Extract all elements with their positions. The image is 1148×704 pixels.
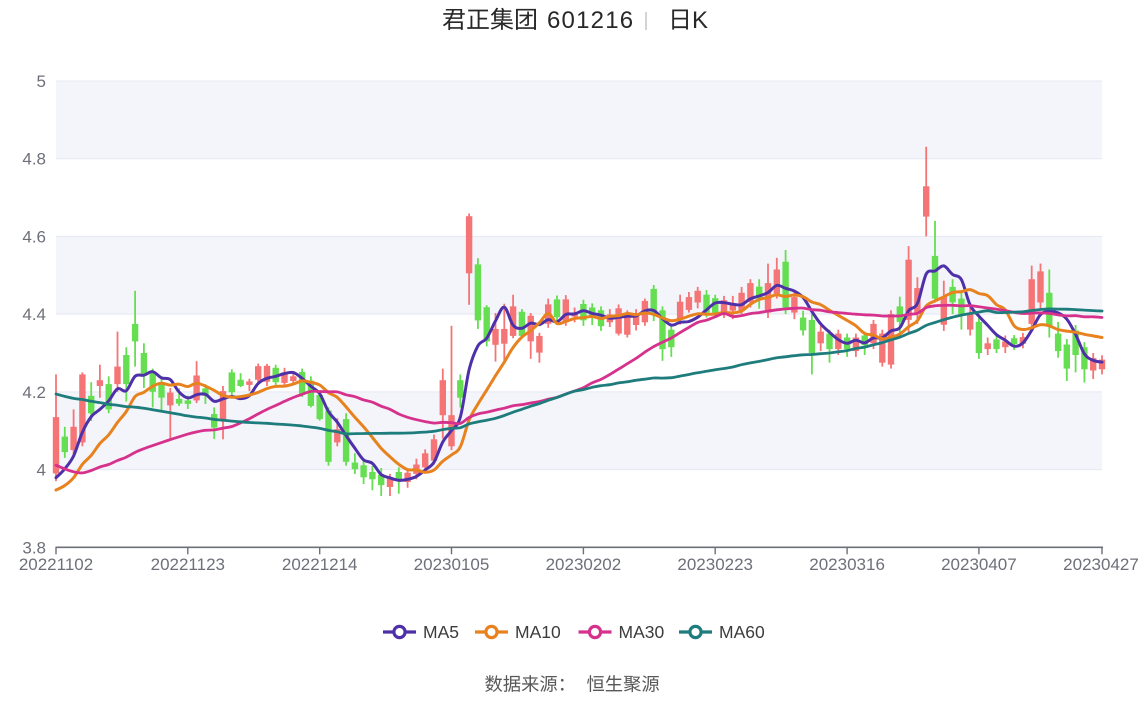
svg-text:20230427: 20230427 <box>1063 555 1139 574</box>
svg-text:601216: 601216 <box>547 7 634 34</box>
svg-text:4: 4 <box>37 461 46 480</box>
svg-text:MA30: MA30 <box>619 622 665 642</box>
svg-text:4.4: 4.4 <box>22 305 46 324</box>
svg-text:20230202: 20230202 <box>546 555 622 574</box>
svg-text:4.2: 4.2 <box>22 383 46 402</box>
svg-text:20221214: 20221214 <box>282 555 358 574</box>
svg-text:20230105: 20230105 <box>414 555 490 574</box>
svg-text:20230316: 20230316 <box>809 555 885 574</box>
svg-text:MA5: MA5 <box>423 622 459 642</box>
svg-text:20230407: 20230407 <box>941 555 1017 574</box>
svg-text:MA60: MA60 <box>719 622 765 642</box>
svg-text:20221102: 20221102 <box>19 555 93 574</box>
svg-text:MA10: MA10 <box>515 622 561 642</box>
svg-text:4.8: 4.8 <box>22 150 46 169</box>
svg-text:5: 5 <box>37 72 46 91</box>
svg-text:3.8: 3.8 <box>22 538 46 557</box>
svg-text:20230223: 20230223 <box>677 555 753 574</box>
svg-text:20221123: 20221123 <box>151 555 225 574</box>
svg-text:4.6: 4.6 <box>22 227 46 246</box>
svg-text:K: K <box>692 7 708 34</box>
